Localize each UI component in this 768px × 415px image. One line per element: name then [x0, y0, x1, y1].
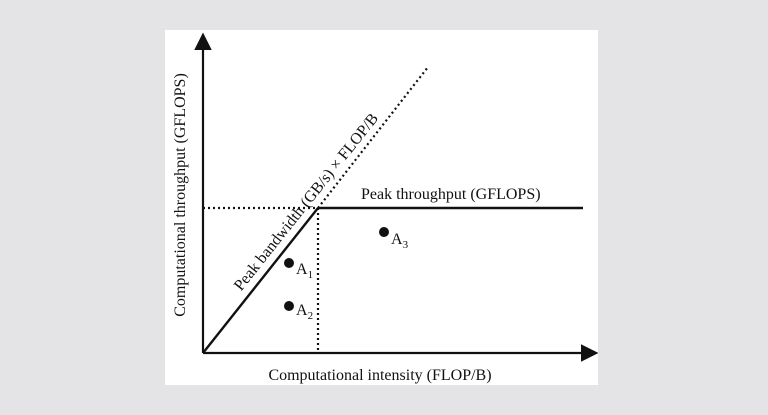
point-a1-label: A1	[296, 261, 313, 281]
y-axis-label: Computational throughput (GFLOPS)	[172, 73, 189, 317]
point-a2-label: A2	[296, 302, 313, 322]
roofline-diagram: Peak throughput (GFLOPS) Peak bandwidth …	[172, 32, 598, 384]
point-a3-marker	[379, 227, 389, 237]
x-axis-label: Computational intensity (FLOP/B)	[268, 367, 491, 384]
figure-panel: Peak throughput (GFLOPS) Peak bandwidth …	[165, 30, 598, 385]
point-a1-marker	[284, 258, 294, 268]
bandwidth-roof-line	[202, 207, 319, 354]
point-a3-label: A3	[391, 231, 409, 251]
peak-throughput-label: Peak throughput (GFLOPS)	[361, 186, 541, 203]
point-a2-marker	[284, 301, 294, 311]
